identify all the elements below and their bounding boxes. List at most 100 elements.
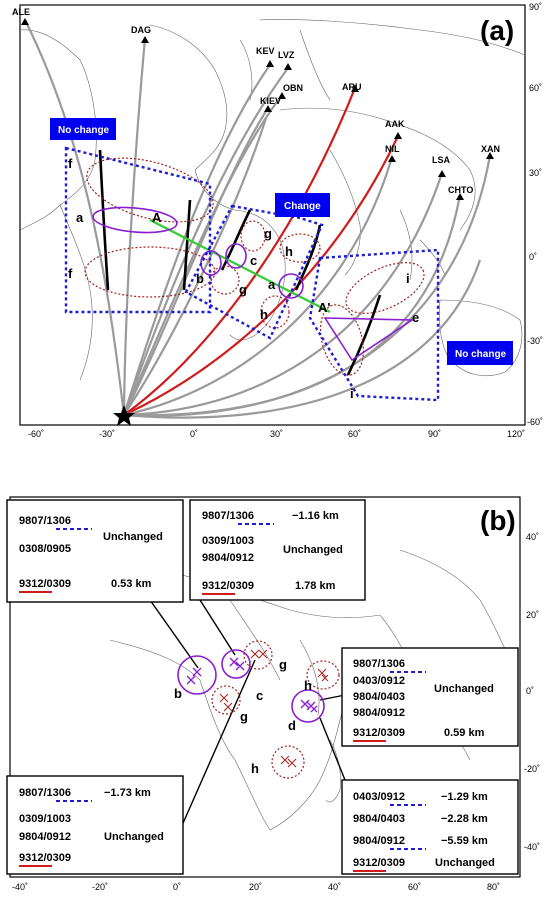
ray-segment-black xyxy=(182,199,192,291)
status-text: Unchanged xyxy=(103,531,163,543)
region-ellipse-g-top xyxy=(243,640,273,670)
region-ellipse-h-top xyxy=(279,233,321,263)
badge-text: Change xyxy=(284,201,321,212)
leader-line xyxy=(179,659,256,831)
station-label: ALE xyxy=(12,7,30,17)
ray-path xyxy=(123,107,269,416)
pair-label: 0403/0912 xyxy=(353,791,405,803)
region-label: f xyxy=(68,156,73,171)
region-label: g xyxy=(264,226,272,241)
badge-background xyxy=(275,193,330,217)
lon-tick-label: 0˚ xyxy=(190,429,198,439)
region-label: i xyxy=(350,386,354,401)
panel-b-ellipses xyxy=(177,640,340,779)
lon-tick-label: 0˚ xyxy=(173,882,181,892)
info-box-top-left: 9807/1306 Unchanged 0308/0905 9312/0309 … xyxy=(6,499,184,603)
station-label: LVZ xyxy=(278,50,295,60)
pair-label: 9807/1306 xyxy=(202,510,254,522)
badge-change-center: Change xyxy=(275,193,330,217)
region-label: c xyxy=(250,253,257,268)
station-label: XAN xyxy=(481,144,500,154)
lon-tick-label: 60˚ xyxy=(348,429,361,439)
ray-path xyxy=(123,259,482,419)
pair-label: 9312/0309 xyxy=(19,852,71,864)
panel-b: -40˚ -20˚ 0˚ 20˚ 40˚ 60˚ 80˚ 40˚ 20˚ 0˚ … xyxy=(6,496,540,892)
lat-tick-label: -30˚ xyxy=(527,336,543,346)
station-label: CHTO xyxy=(448,185,473,195)
ray-path-red xyxy=(123,135,399,416)
station-triangle-icon xyxy=(141,36,149,43)
ray-segment-black xyxy=(346,294,382,376)
panel-b-region-labels: g c b g h d h xyxy=(174,657,312,776)
panel-a-ellipses xyxy=(84,157,425,376)
info-box-frame xyxy=(189,499,366,601)
region-label: i xyxy=(406,271,410,286)
ray-path xyxy=(123,172,444,417)
station-label: AAK xyxy=(385,119,405,129)
pair-label: 0309/1003 xyxy=(202,535,254,547)
lat-tick-label: 0˚ xyxy=(529,252,537,262)
station-label: OBN xyxy=(283,83,303,93)
station-label: DAG xyxy=(131,25,151,35)
badge-no-change-right: No change xyxy=(447,341,513,365)
region-ellipse-c xyxy=(221,649,251,679)
lon-tick-label: -60˚ xyxy=(28,429,44,439)
cross-mark-icon xyxy=(317,668,329,682)
region-ellipse-d xyxy=(278,273,304,299)
station-triangle-icon xyxy=(388,155,396,162)
station-labels: ALE DAG KEV LVZ OBN KIEV ARU AAK NIL LSA… xyxy=(12,7,500,195)
lat-tick-label: -60˚ xyxy=(527,417,543,427)
lat-tick-label: 30˚ xyxy=(529,168,542,178)
cross-mark-icon xyxy=(250,649,268,659)
info-box-bottom-left: 9807/1306 −1.73 km 0309/1003 9804/0912 U… xyxy=(6,775,184,875)
region-ellipse-g-top xyxy=(240,220,266,252)
station-triangle-icon xyxy=(21,18,29,25)
region-outline-e xyxy=(323,317,415,362)
info-box-middle-right: 9807/1306 0403/0912 Unchanged 9804/0403 … xyxy=(341,647,519,747)
pair-label: 9807/1306 xyxy=(19,515,71,527)
info-box-frame xyxy=(341,779,519,875)
region-ellipse-g-bottom xyxy=(210,265,240,295)
info-box-bottom-right: 0403/0912 −1.29 km 9804/0403 −2.28 km 98… xyxy=(341,779,519,875)
info-box-frame xyxy=(341,647,519,747)
cross-mark-icon xyxy=(300,699,318,713)
pair-label: 9312/0309 xyxy=(353,727,405,739)
region-label: A' xyxy=(318,300,330,315)
region-ellipse-i-bottom xyxy=(319,304,365,376)
value-text: Unchanged xyxy=(435,857,495,869)
panel-a: -60˚ -30˚ 0˚ 30˚ 60˚ 90˚ 120˚ 90˚ 60˚ 30… xyxy=(12,2,543,439)
station-triangle-icon xyxy=(266,60,274,67)
station-triangle-icon xyxy=(486,152,494,159)
status-text: Unchanged xyxy=(283,544,343,556)
panel-a-blue-boxes xyxy=(64,146,440,402)
cross-mark-icon xyxy=(280,755,297,768)
panel-a-coastlines xyxy=(19,19,526,381)
lat-tick-label: 0˚ xyxy=(526,686,534,696)
leader-line xyxy=(199,599,236,656)
leader-line xyxy=(319,717,346,781)
panel-a-region-labels: f a A f g h c b g a h A' i e i xyxy=(68,156,419,401)
pair-label: 0308/0905 xyxy=(19,543,71,555)
region-label: h xyxy=(285,244,293,259)
profile-line-a-a-prime xyxy=(149,219,331,313)
source-star-icon xyxy=(113,405,135,426)
region-label: c xyxy=(256,688,263,703)
lon-tick-label: 30˚ xyxy=(270,429,283,439)
info-box-frame xyxy=(6,499,184,603)
station-triangle-icon xyxy=(438,170,446,177)
lon-tick-label: -40˚ xyxy=(12,882,28,892)
region-ellipse-f-bottom xyxy=(84,246,216,298)
station-label: NIL xyxy=(385,144,400,154)
status-text: Unchanged xyxy=(104,831,164,843)
ray-segment-black xyxy=(294,224,322,291)
region-label: g xyxy=(240,709,248,724)
panel-b-crosses xyxy=(186,649,329,768)
region-label: h xyxy=(260,307,268,322)
panel-a-lat-ticks: 90˚ 60˚ 30˚ 0˚ -30˚ -60˚ xyxy=(527,2,543,427)
pair-label: 9312/0309 xyxy=(202,580,254,592)
region-ellipse-d xyxy=(291,689,325,723)
station-triangle-icon xyxy=(394,132,402,139)
region-label: b xyxy=(196,271,204,286)
panel-b-lon-ticks: -40˚ -20˚ 0˚ 20˚ 40˚ 60˚ 80˚ xyxy=(12,882,500,892)
